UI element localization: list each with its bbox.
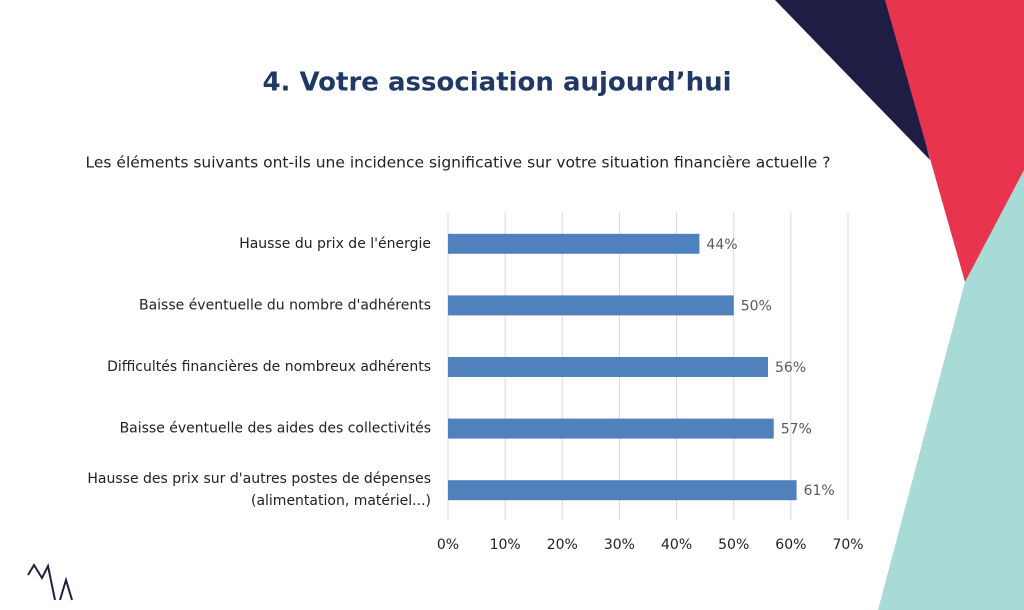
value-label: 44% (706, 237, 737, 253)
y-tick-label: Baisse éventuelle du nombre d'adhérents (139, 297, 431, 313)
decor-navy (775, 0, 930, 160)
bar (448, 357, 768, 377)
bar (448, 233, 700, 254)
x-tick-label: 0% (437, 537, 459, 553)
value-label: 61% (804, 483, 835, 499)
bar (448, 295, 734, 316)
x-tick-label: 50% (718, 537, 749, 553)
x-tick-label: 40% (661, 537, 692, 553)
decor-red (885, 0, 1024, 282)
y-tick-label: Hausse des prix sur d'autres postes de d… (87, 471, 431, 509)
x-tick-label: 60% (775, 537, 806, 553)
chart-subtitle: Les éléments suivants ont-ils une incide… (86, 154, 831, 172)
bar (448, 480, 797, 501)
x-tick-label: 30% (604, 537, 635, 553)
y-tick-label: Difficultés financières de nombreux adhé… (107, 359, 431, 375)
x-tick-label: 10% (490, 537, 521, 553)
y-tick-label: Hausse du prix de l'énergie (239, 236, 431, 252)
x-tick-label: 20% (547, 537, 578, 553)
value-label: 56% (775, 360, 806, 376)
bar (448, 418, 774, 439)
y-tick-label: Baisse éventuelle des aides des collecti… (120, 421, 431, 437)
decor-teal (878, 170, 1024, 610)
value-label: 50% (741, 298, 772, 314)
logo (27, 562, 73, 601)
chart-title: 4. Votre association aujourd’hui (262, 68, 731, 98)
x-tick-label: 70% (832, 537, 863, 553)
value-label: 57% (781, 422, 812, 438)
